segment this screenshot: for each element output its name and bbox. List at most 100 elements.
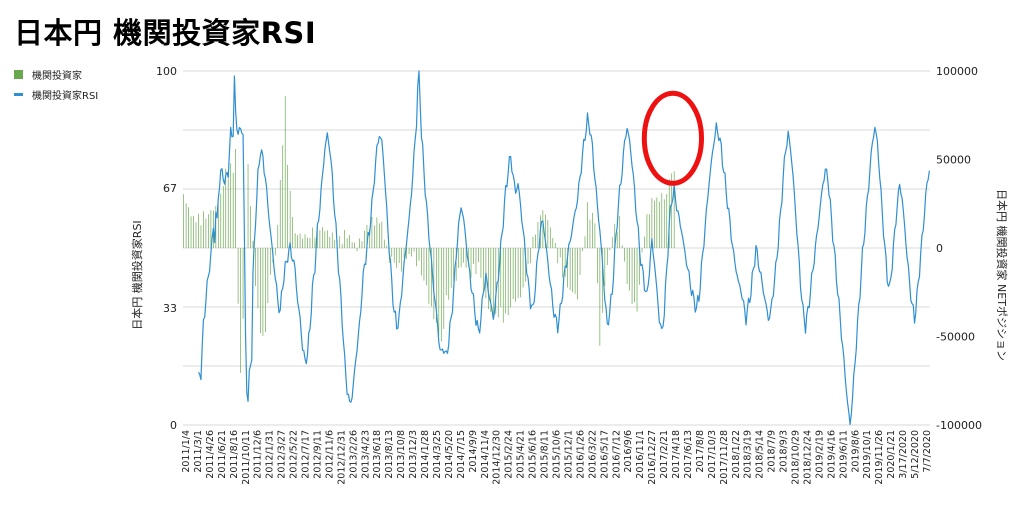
- bar: [455, 248, 457, 281]
- bar: [284, 96, 286, 248]
- x-tick-label: 2018/3/19: [743, 430, 754, 479]
- legend: 機関投資家 機関投資家RSI: [14, 64, 98, 104]
- bar: [574, 248, 576, 294]
- bar: [361, 241, 363, 248]
- x-tick-label: 2018/12/24: [803, 430, 814, 485]
- bar: [314, 237, 316, 248]
- right-axis-ticks: 100000 50000 0 -50000 -100000: [936, 65, 982, 432]
- bar: [369, 229, 370, 248]
- bar: [299, 233, 301, 248]
- bar: [634, 248, 635, 303]
- bar: [393, 248, 395, 263]
- bar: [247, 164, 249, 248]
- bar: [188, 207, 189, 248]
- bar: [597, 248, 598, 284]
- x-tick-label: 2013/8/13: [384, 430, 395, 479]
- bar: [364, 230, 365, 248]
- bar: [475, 248, 477, 275]
- bar: [440, 248, 442, 342]
- y-axis-label-left: 日本円 機関投資家RSI: [130, 220, 144, 329]
- bar: [277, 224, 279, 248]
- x-tick-label: 3/17/2020: [898, 430, 909, 479]
- bar: [604, 248, 606, 286]
- bar: [220, 193, 222, 248]
- bar: [282, 145, 284, 248]
- bar: [329, 236, 331, 248]
- bar: [545, 214, 546, 248]
- bar: [215, 206, 217, 248]
- gridlines: [183, 70, 930, 426]
- y-tick-label-right: 50000: [936, 154, 971, 167]
- x-tick-label: 2018/9/3: [779, 430, 790, 473]
- x-axis-ticks: 2011/1/4 2011/3/1 2011/4/26 2011/6/21 2011/8…: [181, 430, 933, 485]
- line-series-group: [197, 70, 930, 426]
- bar: [651, 198, 653, 248]
- bar: [307, 237, 308, 248]
- x-tick-label: 2013/10/8: [396, 430, 407, 479]
- bar: [438, 248, 440, 336]
- bar: [381, 221, 383, 248]
- bar: [344, 229, 346, 248]
- bar: [190, 216, 192, 248]
- bar: [240, 248, 241, 373]
- bar: [527, 248, 529, 264]
- bar: [411, 248, 412, 257]
- bar: [567, 248, 568, 288]
- bar: [579, 248, 581, 275]
- bar: [406, 248, 407, 259]
- x-tick-label: 2017/6/13: [683, 430, 694, 479]
- bar: [418, 248, 420, 261]
- bar: [453, 248, 455, 282]
- x-tick-label: 2019/10/1: [862, 430, 873, 479]
- bar: [673, 171, 675, 248]
- bar: [428, 248, 430, 304]
- x-tick-label: 5/12/2020: [910, 430, 921, 479]
- bar: [235, 148, 236, 248]
- bar: [269, 248, 271, 275]
- bar: [262, 248, 264, 336]
- bar: [656, 197, 658, 248]
- bar: [601, 248, 603, 313]
- x-tick-label: 2013/2/26: [348, 430, 359, 479]
- x-tick-label: 2014/3/25: [432, 430, 443, 479]
- bar: [408, 248, 410, 254]
- x-tick-label: 2014/9/9: [468, 430, 479, 473]
- bar: [448, 248, 450, 300]
- x-tick-label: 2016/7/12: [611, 430, 622, 479]
- bar: [594, 223, 596, 248]
- bar: [319, 230, 321, 248]
- x-tick-label: 2017/11/28: [719, 430, 730, 485]
- x-tick-label: 2018/10/29: [791, 430, 802, 485]
- bar: [552, 237, 554, 248]
- bar: [183, 194, 184, 248]
- bar: [611, 237, 613, 248]
- bar: [366, 224, 368, 248]
- bar: [587, 202, 588, 248]
- bar-series-group: [183, 96, 675, 373]
- bar: [185, 203, 187, 248]
- bar: [572, 248, 573, 293]
- bar: [304, 234, 306, 248]
- bar: [668, 179, 670, 248]
- x-tick-label: 2011/10/11: [241, 430, 252, 485]
- y-tick-label-right: -100000: [936, 419, 982, 432]
- x-tick-label: 2012/12/31: [336, 430, 347, 485]
- bar: [542, 210, 544, 248]
- bar: [505, 248, 507, 314]
- bar: [312, 227, 313, 248]
- bar: [468, 248, 469, 267]
- bar: [198, 213, 199, 248]
- x-tick-label: 2015/4/21: [516, 430, 527, 479]
- x-tick-label: 2012/7/17: [301, 430, 312, 479]
- bar: [658, 201, 660, 248]
- bar: [512, 248, 514, 300]
- bar: [426, 248, 427, 286]
- x-tick-label: 2016/1/26: [575, 430, 586, 479]
- bar: [445, 248, 447, 295]
- x-tick-label: 2012/3/27: [277, 430, 288, 479]
- bar: [592, 212, 593, 248]
- bar: [649, 214, 650, 248]
- y-tick-label-right: 0: [936, 242, 943, 255]
- bar: [564, 248, 566, 277]
